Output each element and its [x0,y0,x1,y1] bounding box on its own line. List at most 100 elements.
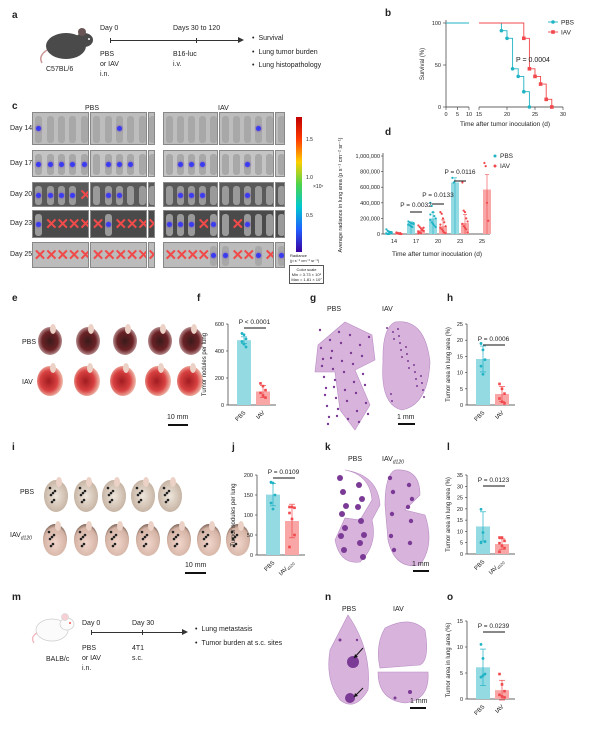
panel-label-a: a [12,10,18,21]
deceased-mouse-mark: ✕ [149,248,154,264]
row-label-pbs: PBS [22,339,37,346]
color-scale-bar [296,117,302,252]
data-point [503,402,506,405]
tumor-nodule [52,498,56,502]
trachea [86,477,92,487]
imaging-panel: ✕ [32,182,89,207]
data-point [399,231,402,235]
deceased-mouse-mark: ✕ [103,247,116,264]
tumor-nodule [110,498,114,502]
x-axis-label: Time after tumor inoculation (d) [460,121,550,128]
outcome-item: Lung histopathology [252,59,321,73]
tumor-nodule [167,489,171,493]
bioluminescence-signal [70,193,76,198]
tumor-focus [322,375,326,379]
group-header-iav: IAV [218,105,229,112]
bioluminescence-signal [189,193,194,198]
tumor-line: 4T1 [132,645,145,652]
imaging-panel [219,112,274,145]
y-tick-label: 15 [457,619,463,625]
x-tick-label: IAV [495,410,506,421]
data-point [481,657,485,660]
lung-tissue [113,327,137,355]
panel-label-n: n [325,592,332,603]
imaging-panel: ✕ [148,242,155,268]
scale-bar-label: 10 mm [185,562,207,569]
data-point [483,540,487,543]
imaging-panel: ✕✕✕✕✕ [32,242,89,268]
mouse-image [93,116,101,143]
y-tick-label: 20 [457,338,463,344]
data-point [479,541,483,545]
trachea [125,324,131,334]
bioluminescence-signal [36,126,42,132]
survival-point [522,36,526,41]
data-point [498,550,501,554]
data-point [483,672,487,676]
mouse-image [277,116,284,143]
data-point [465,228,468,231]
legend-marker [493,164,497,168]
tumor-focus [388,533,394,539]
tumor-nodule [140,489,144,493]
data-point [503,539,506,543]
tumor-nodule [232,544,236,548]
data-point [444,232,447,235]
tumor-nodule [51,542,55,546]
arrow-head [354,693,358,697]
data-point [481,348,485,352]
data-point [500,387,504,391]
tumor-focus [361,372,365,376]
data-point [500,544,504,548]
data-point [481,531,485,534]
data-point [443,221,446,224]
mouse-image [266,154,273,175]
data-point [487,219,490,222]
trachea [86,521,92,531]
lung-tissue [74,366,100,396]
y-tick-label: 25 [457,322,463,328]
histology-iav [384,469,430,567]
lung-photo [197,521,221,556]
imaging-panel [219,182,274,207]
tumor-nodule [109,491,113,495]
category-subscript: d120 [496,560,506,570]
tumor-focus [390,393,392,395]
mouse-image [104,116,112,143]
bioluminescence-signal [105,193,111,198]
tumor-focus [339,341,343,345]
bioluminescence-signal [36,222,42,228]
bioluminescence-signal [278,253,284,259]
data-point [429,218,432,222]
x-tick-label: PBS [474,410,487,423]
tumor-focus [360,554,366,560]
tumor-nodule [206,533,210,537]
y-tick-label: 30 [457,484,463,490]
bar [256,391,270,405]
color-scale-box: Color scale Min = 3.73 × 10⁵ Max = 1.81 … [289,265,324,284]
tumor-nodule [138,491,142,495]
tumor-focus [343,388,347,392]
tumor-focus [349,351,353,355]
scale-bar-label: 1 mm [410,698,428,705]
data-point [483,161,486,165]
lung-tissue [110,366,136,396]
tumor-focus [329,356,333,360]
tumor-focus [335,414,339,418]
panel-label-h: h [447,293,454,304]
data-point [440,228,443,231]
p-value-annotation: P = 0.0004 [516,57,550,64]
bioluminescence-signal [178,161,183,167]
tumor-focus [363,383,367,387]
data-point [503,689,506,693]
data-point [385,228,388,231]
imaging-panel: ✕✕✕✕✕ [90,242,147,268]
tumor-focus [389,511,395,517]
y-tick-label: 0 [250,553,253,559]
mouse-image [233,116,240,143]
tumor-focus [338,638,342,642]
data-point [439,226,442,229]
survival-point [505,36,509,41]
data-point [440,212,443,215]
